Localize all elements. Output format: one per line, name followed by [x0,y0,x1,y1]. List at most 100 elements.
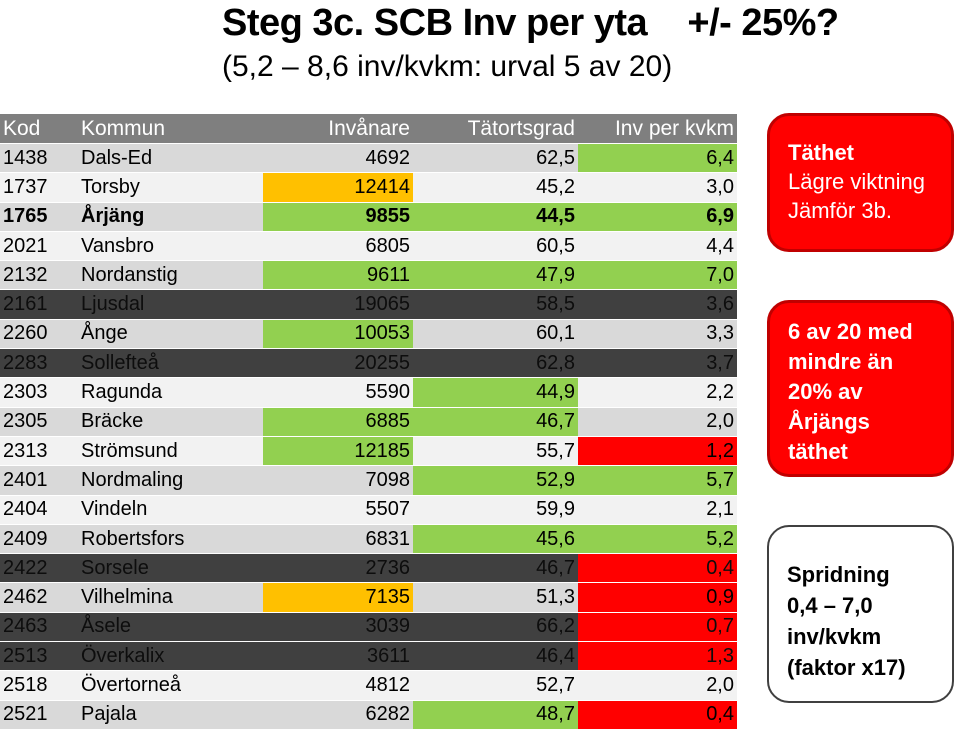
header-kod: Kod [0,113,78,144]
cell-invanare: 5507 [263,494,413,525]
cell-kommun: Övertorneå [78,670,263,701]
table-row: 1438 Dals-Ed 4692 62,5 6,4 [0,142,737,173]
cell-kod: 2518 [0,670,78,701]
cell-kommun: Torsby [78,172,263,203]
municipality-table: Kod Kommun Invånare Tätortsgrad Inv per … [0,113,737,729]
cell-tatortsgrad: 52,9 [413,465,578,496]
cell-inv-per-kvkm: 2,1 [578,494,737,525]
cell-kod: 2305 [0,406,78,437]
density-note-line: Jämför 3b. [788,198,892,223]
cell-invanare: 12414 [263,172,413,203]
cell-kod: 1737 [0,172,78,203]
cell-kod: 2161 [0,289,78,320]
cell-invanare: 3039 [263,611,413,642]
density-note-line: Lägre viktning [788,169,925,194]
comparison-note-line: 6 av 20 med [788,319,913,344]
cell-kommun: Ljusdal [78,289,263,320]
cell-kommun: Vindeln [78,494,263,525]
cell-tatortsgrad: 47,9 [413,260,578,290]
cell-kommun: Nordanstig [78,260,263,290]
header-kommun: Kommun [78,113,263,144]
cell-inv-per-kvkm: 2,2 [578,377,737,408]
cell-invanare: 9611 [263,260,413,290]
table-row: 2401 Nordmaling 7098 52,9 5,7 [0,465,737,496]
cell-tatortsgrad: 66,2 [413,611,578,642]
table-row: 2021 Vansbro 6805 60,5 4,4 [0,230,737,261]
cell-tatortsgrad: 45,6 [413,523,578,554]
cell-kommun: Sollefteå [78,348,263,378]
cell-kod: 2132 [0,260,78,290]
cell-inv-per-kvkm: 6,4 [578,142,737,173]
cell-invanare: 4812 [263,670,413,701]
cell-kommun: Vilhelmina [78,582,263,613]
cell-inv-per-kvkm: 0,4 [578,553,737,583]
cell-kod: 2303 [0,377,78,408]
cell-kommun: Årjäng [78,201,263,232]
cell-tatortsgrad: 44,9 [413,377,578,408]
header-inv-per-kvkm: Inv per kvkm [578,113,737,144]
cell-inv-per-kvkm: 1,3 [578,641,737,671]
cell-kommun: Vansbro [78,230,263,261]
comparison-note-line: mindre än [788,349,894,374]
cell-invanare: 12185 [263,435,413,466]
cell-inv-per-kvkm: 0,7 [578,611,737,642]
cell-kommun: Bräcke [78,406,263,437]
cell-kommun: Åsele [78,611,263,642]
cell-tatortsgrad: 60,5 [413,230,578,261]
cell-kommun: Sorsele [78,553,263,583]
cell-invanare: 7098 [263,465,413,496]
cell-kommun: Överkalix [78,641,263,671]
spread-note-line: (faktor x17) [787,655,906,680]
cell-invanare: 19065 [263,289,413,320]
table-row: 2132 Nordanstig 9611 47,9 7,0 [0,260,737,290]
slide-subtitle: (5,2 – 8,6 inv/kvkm: urval 5 av 20) [222,50,673,83]
cell-kod: 1438 [0,142,78,173]
cell-tatortsgrad: 60,1 [413,318,578,349]
table-row: 2462 Vilhelmina 7135 51,3 0,9 [0,582,737,613]
density-note-box: Täthet Lägre viktning Jämför 3b. [767,113,954,252]
spread-note-line: inv/kvkm [787,624,882,649]
table-row: 2260 Ånge 10053 60,1 3,3 [0,318,737,349]
spread-note-line: 0,4 – 7,0 [787,593,873,618]
header-tatortsgrad: Tätortsgrad [413,113,578,144]
cell-tatortsgrad: 46,7 [413,406,578,437]
table-row: 2283 Sollefteå 20255 62,8 3,7 [0,348,737,378]
cell-invanare: 7135 [263,582,413,613]
table-row: 2422 Sorsele 2736 46,7 0,4 [0,553,737,583]
cell-invanare: 3611 [263,641,413,671]
cell-inv-per-kvkm: 1,2 [578,435,737,466]
cell-kod: 2401 [0,465,78,496]
table-row: 2305 Bräcke 6885 46,7 2,0 [0,406,737,437]
cell-tatortsgrad: 51,3 [413,582,578,613]
table-row: 1765 Årjäng 9855 44,5 6,9 [0,201,737,232]
cell-invanare: 5590 [263,377,413,408]
cell-inv-per-kvkm: 4,4 [578,230,737,261]
cell-inv-per-kvkm: 2,0 [578,406,737,437]
table-row: 2513 Överkalix 3611 46,4 1,3 [0,641,737,671]
cell-kod: 2021 [0,230,78,261]
table-row: 2161 Ljusdal 19065 58,5 3,6 [0,289,737,320]
table-row: 2303 Ragunda 5590 44,9 2,2 [0,377,737,408]
cell-kod: 2409 [0,523,78,554]
cell-kommun: Ragunda [78,377,263,408]
cell-tatortsgrad: 45,2 [413,172,578,203]
cell-tatortsgrad: 59,9 [413,494,578,525]
cell-kod: 1765 [0,201,78,232]
spread-note-line: Spridning [787,562,890,587]
cell-kommun: Strömsund [78,435,263,466]
comparison-note-box: 6 av 20 med mindre än 20% av Årjängs tät… [767,300,954,477]
cell-invanare: 6831 [263,523,413,554]
cell-kommun: Dals-Ed [78,142,263,173]
cell-inv-per-kvkm: 3,0 [578,172,737,203]
cell-inv-per-kvkm: 5,2 [578,523,737,554]
cell-inv-per-kvkm: 3,3 [578,318,737,349]
cell-kod: 2462 [0,582,78,613]
cell-inv-per-kvkm: 7,0 [578,260,737,290]
cell-invanare: 6805 [263,230,413,261]
cell-kod: 2404 [0,494,78,525]
density-note-heading: Täthet [788,140,854,165]
cell-invanare: 9855 [263,201,413,232]
table-row: 1737 Torsby 12414 45,2 3,0 [0,172,737,203]
cell-inv-per-kvkm: 6,9 [578,201,737,232]
cell-inv-per-kvkm: 3,6 [578,289,737,320]
